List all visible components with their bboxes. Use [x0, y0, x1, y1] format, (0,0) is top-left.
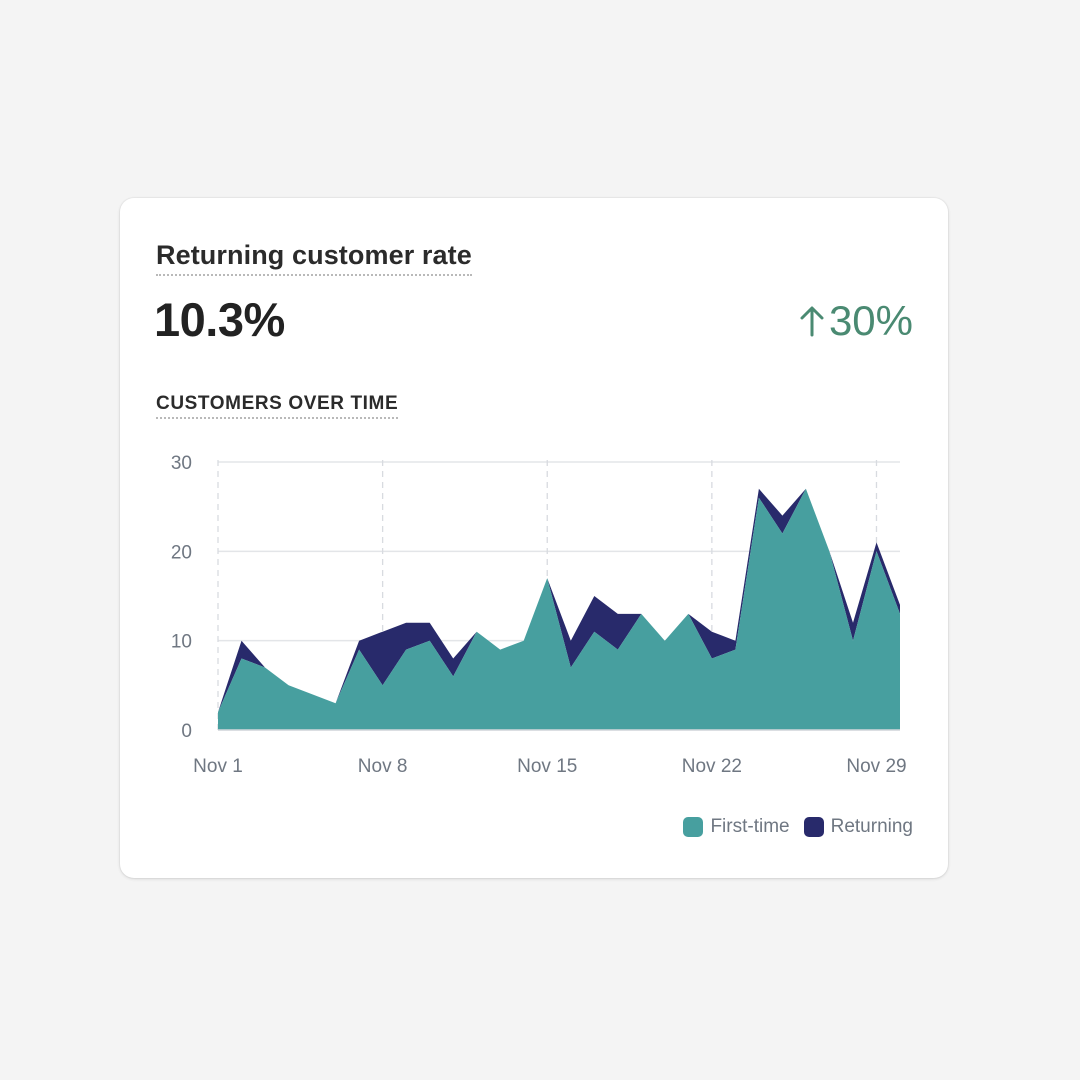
legend-label-returning: Returning: [830, 816, 913, 837]
legend-swatch-returning: [803, 817, 824, 837]
change-value: 30%: [828, 297, 913, 344]
change-indicator: 30%: [799, 293, 913, 349]
chart-axes: 0 10 20 30 Nov 1 Nov 8 Nov 15 Nov 22 Nov 29: [171, 453, 907, 777]
legend-swatch-first-time: [683, 817, 704, 837]
chart-legend: First-time Returning: [669, 816, 913, 838]
x-tick-label: Nov 8: [358, 756, 408, 777]
chart-areas: [218, 488, 900, 730]
area-first-time[interactable]: [218, 488, 900, 730]
chart-title[interactable]: CUSTOMERS OVER TIME: [156, 392, 399, 419]
y-tick-label: 20: [171, 542, 192, 563]
legend-label-first-time: First-time: [710, 816, 790, 837]
metric-value: 10.3%: [154, 293, 285, 346]
legend-item-returning[interactable]: Returning: [803, 816, 913, 838]
y-tick-label: 0: [181, 721, 192, 742]
x-tick-label: Nov 15: [517, 756, 577, 777]
x-tick-label: Nov 1: [193, 756, 243, 777]
card-title[interactable]: Returning customer rate: [156, 238, 472, 276]
y-tick-label: 10: [171, 632, 192, 653]
returning-customer-rate-card: Returning customer rate 10.3% 30% CUSTOM…: [120, 198, 948, 878]
x-tick-label: Nov 22: [682, 756, 742, 777]
area-returning[interactable]: [218, 488, 900, 713]
y-tick-label: 30: [171, 453, 192, 474]
x-tick-label: Nov 29: [846, 756, 906, 777]
arrow-up-icon: [800, 306, 824, 337]
legend-item-first-time[interactable]: First-time: [683, 816, 790, 838]
customers-area-chart: 0 10 20 30 Nov 1 Nov 8 Nov 15 Nov 22 Nov 29: [171, 453, 907, 777]
